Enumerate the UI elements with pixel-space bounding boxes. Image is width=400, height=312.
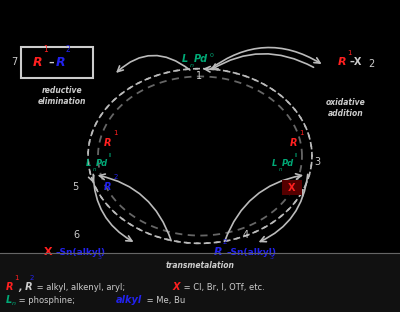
Text: X: X xyxy=(172,282,180,292)
Text: 2: 2 xyxy=(368,59,374,69)
Text: 2: 2 xyxy=(113,174,118,180)
Text: II: II xyxy=(109,153,112,158)
Text: X: X xyxy=(44,247,53,257)
Text: , R: , R xyxy=(18,282,33,292)
Text: 3: 3 xyxy=(98,255,102,260)
Text: R: R xyxy=(290,138,298,148)
Text: 1: 1 xyxy=(347,50,351,56)
Text: R: R xyxy=(214,247,223,257)
Text: R: R xyxy=(6,282,14,292)
Text: oxidative: oxidative xyxy=(326,99,366,107)
Text: L: L xyxy=(6,295,12,305)
Text: 1: 1 xyxy=(299,130,304,136)
Text: 1: 1 xyxy=(14,275,19,281)
Text: 2: 2 xyxy=(66,45,71,54)
Text: R: R xyxy=(104,182,112,192)
Text: R: R xyxy=(56,56,66,69)
Text: 0: 0 xyxy=(209,53,213,58)
Text: –: – xyxy=(48,57,54,67)
Text: 5: 5 xyxy=(72,182,78,192)
Text: L: L xyxy=(272,159,277,168)
Text: n: n xyxy=(190,63,194,68)
Text: 1: 1 xyxy=(196,71,202,81)
Text: reductive: reductive xyxy=(42,86,82,95)
FancyBboxPatch shape xyxy=(282,180,302,195)
Text: addition: addition xyxy=(328,110,364,118)
Text: transmetalation: transmetalation xyxy=(166,261,234,270)
Text: L: L xyxy=(86,159,91,168)
Text: 1: 1 xyxy=(113,130,118,136)
Text: Pd: Pd xyxy=(282,159,294,168)
Text: 3: 3 xyxy=(314,157,320,167)
Text: = phosphine;: = phosphine; xyxy=(16,296,78,305)
Text: L: L xyxy=(182,54,188,64)
Text: –Sn(alkyl): –Sn(alkyl) xyxy=(227,248,277,256)
FancyBboxPatch shape xyxy=(21,47,93,78)
Text: alkyl: alkyl xyxy=(116,295,142,305)
Text: n: n xyxy=(279,167,283,172)
Text: II: II xyxy=(295,153,298,158)
Bar xyxy=(0,253,400,312)
Text: 1: 1 xyxy=(43,45,48,54)
Text: R: R xyxy=(338,57,347,67)
Text: X: X xyxy=(288,183,296,193)
Text: elimination: elimination xyxy=(38,97,86,105)
Text: –X: –X xyxy=(350,57,362,67)
Text: 7: 7 xyxy=(11,57,18,67)
Text: Pd: Pd xyxy=(96,159,108,168)
Text: Pd: Pd xyxy=(194,54,208,64)
Text: n: n xyxy=(12,301,16,306)
Text: 4: 4 xyxy=(243,230,249,240)
Text: 2: 2 xyxy=(30,275,34,281)
Text: 6: 6 xyxy=(73,230,79,240)
Text: n: n xyxy=(93,167,97,172)
Text: –Sn(alkyl): –Sn(alkyl) xyxy=(55,248,105,256)
Text: = Cl, Br, I, OTf, etc.: = Cl, Br, I, OTf, etc. xyxy=(181,283,265,291)
Text: R: R xyxy=(104,138,112,148)
Text: = Me, Bu: = Me, Bu xyxy=(144,296,185,305)
Text: R: R xyxy=(33,56,43,69)
Text: 3: 3 xyxy=(269,255,273,260)
Text: = alkyl, alkenyl, aryl;: = alkyl, alkenyl, aryl; xyxy=(34,283,128,291)
Text: 2: 2 xyxy=(223,239,227,245)
